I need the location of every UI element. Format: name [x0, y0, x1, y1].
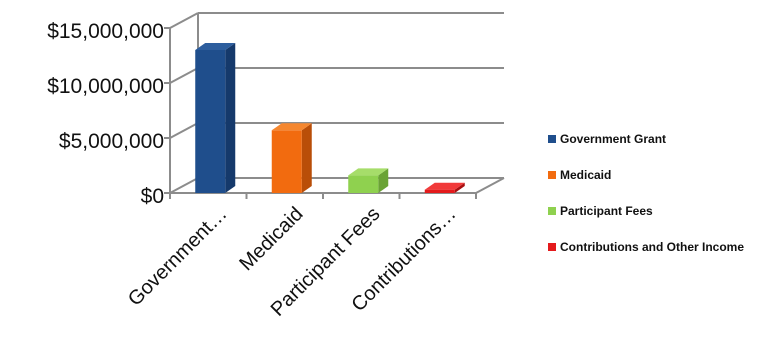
- bar-1: [271, 123, 312, 193]
- gridline-depth-2: [169, 67, 199, 84]
- bar-side-1: [301, 123, 312, 193]
- legend-label-contributions: Contributions and Other Income: [560, 240, 745, 254]
- legend-swatch-participant-fees: [548, 207, 556, 215]
- y-tick-label-2: $10,000,000: [47, 75, 164, 98]
- legend-item-contributions: Contributions and Other Income: [548, 229, 763, 265]
- x-axis: Government… Medicaid Participant Fees Co…: [124, 203, 461, 321]
- y-tick-label-3: $15,000,000: [47, 20, 164, 43]
- legend-item-government-grant: Government Grant: [548, 121, 763, 157]
- legend-swatch-medicaid: [548, 171, 556, 179]
- legend-label-government-grant: Government Grant: [560, 132, 667, 146]
- legend-label-medicaid: Medicaid: [560, 168, 612, 182]
- legend-item-medicaid: Medicaid: [548, 157, 763, 193]
- bar-front-1: [271, 130, 302, 193]
- floor-right-edge: [475, 177, 505, 194]
- bar-2: [348, 168, 389, 193]
- bars: [195, 43, 465, 193]
- bar-3: [424, 182, 465, 193]
- y-tick-label-1: $5,000,000: [59, 130, 164, 153]
- gridline-depth-3: [169, 12, 199, 29]
- x-tick-label-1: Medicaid: [235, 203, 307, 275]
- bar-top-2: [348, 168, 389, 176]
- bar-top-3: [424, 182, 465, 190]
- bar-side-0: [225, 43, 236, 193]
- bar-side-3: [454, 182, 465, 193]
- legend-swatch-government-grant: [548, 135, 556, 143]
- bar-side-2: [378, 168, 389, 193]
- bar-front-0: [195, 50, 226, 193]
- bar-0: [195, 43, 236, 193]
- legend: Government Grant Medicaid Participant Fe…: [548, 121, 763, 265]
- y-axis: $0 $5,000,000 $10,000,000 $15,000,000: [47, 20, 164, 208]
- x-tick-label-0: Government…: [124, 203, 232, 311]
- legend-swatch-contributions: [548, 243, 556, 251]
- legend-item-participant-fees: Participant Fees: [548, 193, 763, 229]
- y-tick-label-0: $0: [141, 185, 164, 208]
- gridline-depth-1: [169, 122, 199, 139]
- gridline-depth-0: [169, 177, 199, 194]
- bar-top-1: [271, 123, 312, 131]
- legend-label-participant-fees: Participant Fees: [560, 204, 653, 218]
- bar-front-2: [348, 175, 379, 193]
- bar-front-3: [424, 189, 455, 193]
- bar-top-0: [195, 43, 236, 50]
